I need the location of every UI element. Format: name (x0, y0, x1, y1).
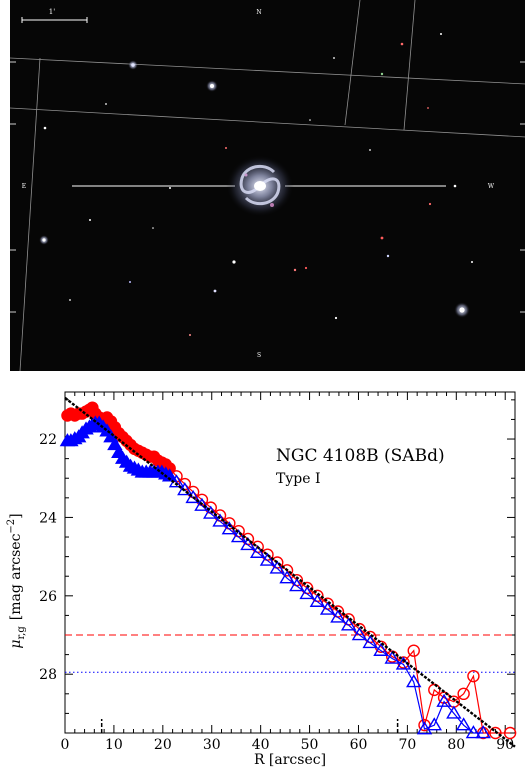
scale-bar-label: 1' (49, 8, 55, 16)
point-g (436, 693, 452, 707)
point-g (177, 482, 193, 496)
point-g (362, 634, 378, 649)
point-g (259, 552, 276, 566)
data-layer (59, 396, 517, 748)
x-tick-label: 50 (301, 737, 319, 753)
y-axis-label-superscript: −2 (6, 519, 17, 534)
point-g (406, 674, 422, 688)
y-axis-label-subscript: r,g (16, 626, 27, 640)
point-g (194, 497, 210, 511)
point-g (289, 578, 305, 592)
y-tick-label: 26 (39, 589, 57, 605)
point-g (416, 721, 433, 735)
reference-lines-layer (65, 634, 515, 733)
field-boundary-lines (10, 0, 525, 371)
point-r (489, 726, 502, 740)
point-g (465, 725, 482, 739)
point-g (426, 717, 443, 731)
point-g (384, 650, 400, 664)
disc-fit-line (64, 396, 516, 748)
y-axis-label-symbol: μ (8, 640, 24, 649)
point-g (455, 717, 472, 731)
x-tick-label: 60 (350, 737, 368, 753)
point-r (457, 687, 470, 701)
x-tick-label: 70 (398, 737, 416, 753)
x-tick-label: 40 (252, 737, 270, 753)
point-g (230, 529, 247, 543)
point-g (249, 544, 266, 558)
compass-south: S (257, 352, 261, 359)
scale-bar (21, 17, 88, 23)
x-tick-label: 20 (154, 737, 172, 753)
y-axis-label: μr,g [mag arcsec−2] (6, 513, 27, 648)
x-tick-label: 10 (105, 737, 123, 753)
y-axis-label-text: [mag arcsec (8, 533, 24, 620)
point-g (279, 570, 295, 584)
point-g (446, 705, 462, 719)
point-g (309, 593, 326, 607)
point-r (407, 644, 420, 657)
x-tick-label: 0 (61, 737, 70, 753)
compass-east: E (22, 183, 26, 190)
y-tick-label: 24 (39, 510, 57, 526)
point-g (240, 536, 256, 551)
compass-north: N (256, 9, 261, 16)
point-g (373, 642, 389, 656)
point-g (185, 489, 201, 504)
x-tick-label: 80 (447, 737, 465, 753)
point-g (340, 617, 357, 631)
chart-title: NGC 4108B (SABd) (276, 446, 445, 466)
y-tick-label: 28 (39, 667, 57, 683)
y-axis-label-close: ] (8, 513, 24, 518)
point-r (503, 726, 517, 740)
point-g (203, 505, 219, 519)
point-g (330, 609, 346, 623)
galaxy-image-panel: 1' N S E W (10, 0, 525, 371)
point-r (467, 669, 480, 683)
frame-ticks (10, 61, 525, 313)
point-g (319, 601, 336, 615)
point-g (299, 585, 315, 600)
x-axis-label: R [arcsec] (254, 752, 326, 768)
y-tick-label: 22 (39, 432, 57, 448)
chart-subtitle: Type I (276, 471, 320, 487)
axes-layer: 0 10 20 30 40 50 60 70 80 90 22 24 26 28 (39, 391, 516, 753)
point-g (269, 560, 286, 574)
point-g (475, 725, 491, 739)
field-stars (39, 33, 473, 336)
surface-brightness-chart: 0 10 20 30 40 50 60 70 80 90 22 24 26 28 NGC 4108B (S… (6, 391, 517, 768)
x-tick-label: 90 (496, 737, 514, 753)
x-tick-label: 30 (203, 737, 221, 753)
galaxy (226, 155, 294, 217)
svg-text:μr,g[mag arcsec−2]: μr,g [mag arcsec−2] (6, 513, 27, 648)
point-g (351, 627, 368, 641)
compass-west: W (488, 183, 495, 190)
